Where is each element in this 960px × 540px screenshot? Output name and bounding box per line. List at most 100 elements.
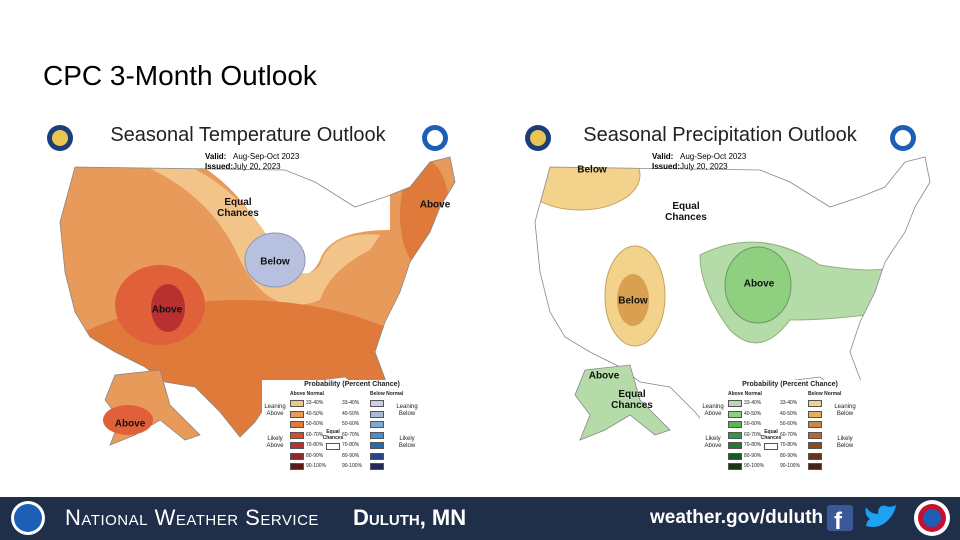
legend-category: Likely Below [836,436,854,449]
footer-office: Duluth, MN [353,505,467,530]
facebook-icon[interactable] [827,505,853,531]
legend-bin: 50-60% [780,421,798,427]
legend-bin: 90-100% [744,463,765,469]
legend-bin: 70-80% [342,442,360,448]
legend-swatch [728,442,742,449]
legend-bin: 33-40% [780,400,798,406]
legend-header: Above Normal [728,391,762,397]
legend-swatch [290,452,304,460]
legend-bin: 50-60% [342,421,360,427]
legend-bin: 60-70% [306,431,324,438]
region-label: Below [260,256,290,268]
ec-swatch [326,443,340,450]
region-label: Below [577,164,607,176]
legend-bin: 50-60% [744,421,762,427]
svg-text:f: f [834,508,843,535]
region-label: Above [114,418,146,430]
legend-bin: 40-50% [342,410,360,417]
legend-swatch [808,463,822,470]
legend-swatch [370,410,384,418]
valid-label: Valid: [205,152,227,161]
legend-swatch [290,410,304,418]
legend-category: Equal Chances [322,429,344,441]
legend-swatch [808,410,822,418]
map-title: Seasonal Temperature Outlook [110,124,386,146]
legend-category: Likely Above [704,436,722,449]
legend-swatch [290,442,304,449]
legend-bin: 90-100% [306,463,327,469]
legend-bin: 40-50% [780,410,798,417]
legend-bin: 33-40% [342,400,360,406]
map-title: Seasonal Precipitation Outlook [583,124,857,146]
twitter-icon[interactable] [865,505,897,527]
legend-swatch [728,431,742,439]
region-label: Equal Chances [611,389,653,411]
slide-title: CPC 3-Month Outlook [43,60,317,91]
legend-header: Below Normal [370,391,404,397]
legend-category: Equal Chances [760,429,782,441]
legend-bin: 70-80% [744,442,762,448]
legend-bin: 40-50% [306,410,324,417]
legend-bin: 90-100% [780,463,801,469]
legend-swatch [728,410,742,418]
legend-category: Leaning Above [702,404,724,417]
legend-swatch [290,421,304,428]
legend-bin: 40-50% [744,410,762,417]
region-label: Above [419,199,451,211]
legend-swatch [370,463,384,470]
region-label: Above [151,304,183,316]
legend-category: Likely Above [266,436,284,449]
region-label: Equal Chances [217,197,259,219]
legend-bin: 80-90% [744,452,762,459]
precipitation-map [525,125,931,441]
legend-swatch [728,421,742,428]
legend-swatch [370,452,384,460]
legend-category: Likely Below [398,436,416,449]
legend-bin: 60-70% [342,431,360,438]
legend-swatch [728,400,742,407]
issued-label: Issued: [652,162,681,171]
legend-category: Leaning Above [264,404,286,417]
legend-swatch [290,463,304,470]
region-label: Above [588,370,620,382]
legend-swatch [370,400,384,407]
legend-bin: 33-40% [306,400,324,406]
legend-header: Above Normal [290,391,324,397]
legend-swatch [290,431,304,439]
valid-value: Aug-Sep-Oct 2023 [680,152,747,161]
legend-bin: 33-40% [744,400,762,406]
legend-category: Leaning Below [396,404,418,417]
legend-swatch [808,431,822,439]
legend-bin: 80-90% [306,452,324,459]
legend-title: Probability (Percent Chance) [742,381,838,388]
footer-url[interactable]: weather.gov/duluth [650,507,824,528]
issued-value: July 20, 2023 [233,162,281,171]
legend-bin: 80-90% [780,452,798,459]
ec-swatch [764,443,778,450]
region-label: Equal Chances [665,201,707,223]
legend-swatch [808,452,822,460]
legend-swatch [808,442,822,449]
issued-value: July 20, 2023 [680,162,728,171]
legend-title: Probability (Percent Chance) [304,381,400,388]
legend-swatch [808,421,822,428]
legend-header: Below Normal [808,391,842,397]
legend-swatch [370,431,384,439]
legend-swatch [728,463,742,470]
issued-label: Issued: [205,162,234,171]
legend-swatch [370,421,384,428]
legend-bin: 50-60% [306,421,324,427]
region-label: Below [618,295,648,307]
legend-bin: 90-100% [342,463,363,469]
legend-bin: 80-90% [342,452,360,459]
legend-swatch [808,400,822,407]
footer-agency: National Weather Service [65,505,319,530]
legend-swatch [728,452,742,460]
region-label: Above [743,278,775,290]
legend-bin: 70-80% [306,442,324,448]
legend-bin: 60-70% [780,431,798,438]
legend-swatch [370,442,384,449]
legend-bin: 60-70% [744,431,762,438]
